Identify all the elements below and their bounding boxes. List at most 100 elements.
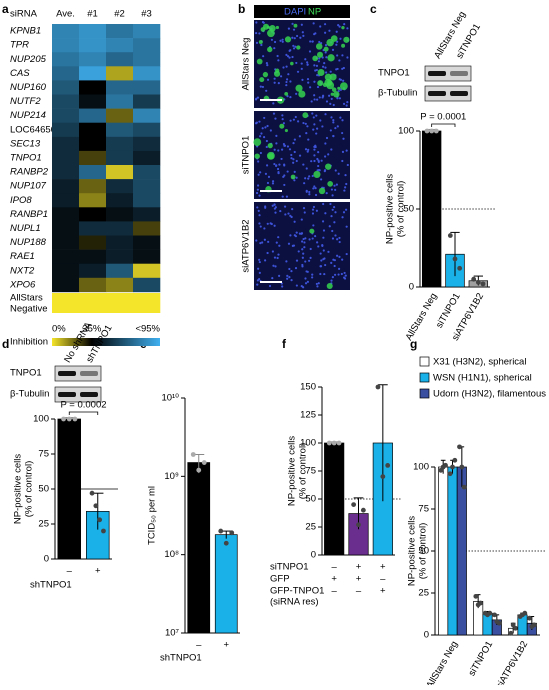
nucleus <box>287 73 290 76</box>
nucleus <box>330 148 333 151</box>
control-cell <box>52 293 80 313</box>
nucleus <box>331 276 334 279</box>
heat-cell <box>106 52 134 67</box>
nucleus <box>266 63 269 67</box>
control-label: Negative <box>10 304 48 315</box>
blot-band <box>428 91 446 96</box>
heat-cell <box>52 235 80 250</box>
nucleus <box>338 236 341 240</box>
row-label: IPO8 <box>10 195 32 206</box>
nucleus <box>318 40 321 44</box>
x-tick-label: siATP6V1B2 <box>494 639 530 685</box>
nucleus <box>317 164 320 168</box>
heat-cell <box>52 52 80 67</box>
nucleus <box>313 185 316 188</box>
np-signal <box>326 81 335 90</box>
row-label: RAE1 <box>10 251 35 262</box>
bar <box>447 466 458 636</box>
nucleus <box>255 41 259 44</box>
nucleus <box>341 131 344 135</box>
np-signal <box>312 55 319 62</box>
heat-cell <box>79 249 107 264</box>
nucleus <box>285 80 288 84</box>
nucleus <box>304 122 307 125</box>
nucleus <box>255 97 258 100</box>
nucleus <box>298 135 301 138</box>
condition-label: GFP-TNPO1 <box>270 586 324 597</box>
nucleus <box>324 142 327 145</box>
data-point <box>480 281 486 287</box>
nucleus <box>337 24 340 27</box>
nucleus <box>277 172 280 175</box>
heat-cell <box>133 38 161 53</box>
nucleus <box>315 132 318 135</box>
nucleus <box>285 195 289 198</box>
heat-cell <box>133 66 161 81</box>
nucleus <box>300 232 303 235</box>
row-label: NXT2 <box>10 265 35 276</box>
p-value: P = 0.0001 <box>420 112 466 123</box>
data-point <box>196 467 202 473</box>
y-tick-label: 0 <box>409 282 414 293</box>
nucleus <box>314 193 318 197</box>
nucleus <box>328 94 331 97</box>
row-label: NUP214 <box>10 110 46 121</box>
heat-cell <box>79 80 107 95</box>
heat-cell <box>106 108 134 123</box>
data-point <box>487 610 493 616</box>
nucleus <box>345 208 348 211</box>
heat-cell <box>79 150 107 166</box>
nucleus <box>293 138 296 141</box>
y-tick-label: 150 <box>300 382 316 393</box>
nucleus <box>328 29 331 32</box>
nucleus <box>311 40 314 43</box>
y-tick-label: 0 <box>44 554 49 565</box>
nucleus <box>322 249 325 252</box>
blot <box>424 65 472 82</box>
nucleus <box>335 254 339 257</box>
nucleus <box>341 258 344 261</box>
heat-cell <box>133 150 161 166</box>
np-signal <box>341 25 345 30</box>
nucleus <box>315 114 318 117</box>
blot-band <box>80 392 98 397</box>
nucleus <box>257 209 260 212</box>
data-point <box>89 490 95 496</box>
np-signal <box>313 170 321 178</box>
nucleus <box>283 205 287 208</box>
np-signal <box>337 86 341 90</box>
nucleus <box>332 258 335 261</box>
nucleus <box>307 138 310 141</box>
nucleus <box>262 55 265 58</box>
nucleus <box>342 102 346 106</box>
nucleus <box>268 284 272 288</box>
nucleus <box>288 148 292 151</box>
nucleus <box>333 273 337 276</box>
y-tick-label: 50 <box>418 546 429 557</box>
nucleus <box>288 56 291 59</box>
row-label: RANBP2 <box>10 167 49 178</box>
nucleus <box>281 285 284 288</box>
data-point <box>360 507 366 513</box>
nucleus <box>292 158 295 161</box>
heat-cell <box>133 179 161 194</box>
legend-label: Udorn (H3N2), filamentous <box>433 389 546 400</box>
condition-value: + <box>380 586 386 597</box>
nucleus <box>307 177 310 180</box>
nucleus <box>289 119 292 122</box>
nucleus <box>281 195 284 198</box>
nucleus <box>265 145 268 149</box>
y-tick-label: 100 <box>413 462 429 473</box>
nucleus <box>273 162 276 166</box>
heat-cell <box>133 207 161 222</box>
np-signal <box>326 283 333 290</box>
nucleus <box>277 149 280 152</box>
nucleus <box>324 31 327 34</box>
panel-label: a <box>2 2 9 16</box>
row-label: NUPL1 <box>10 223 41 234</box>
nucleus <box>338 267 341 270</box>
heat-cell <box>106 80 134 95</box>
data-point <box>336 440 342 446</box>
nucleus <box>295 61 298 65</box>
nucleus <box>286 95 289 98</box>
